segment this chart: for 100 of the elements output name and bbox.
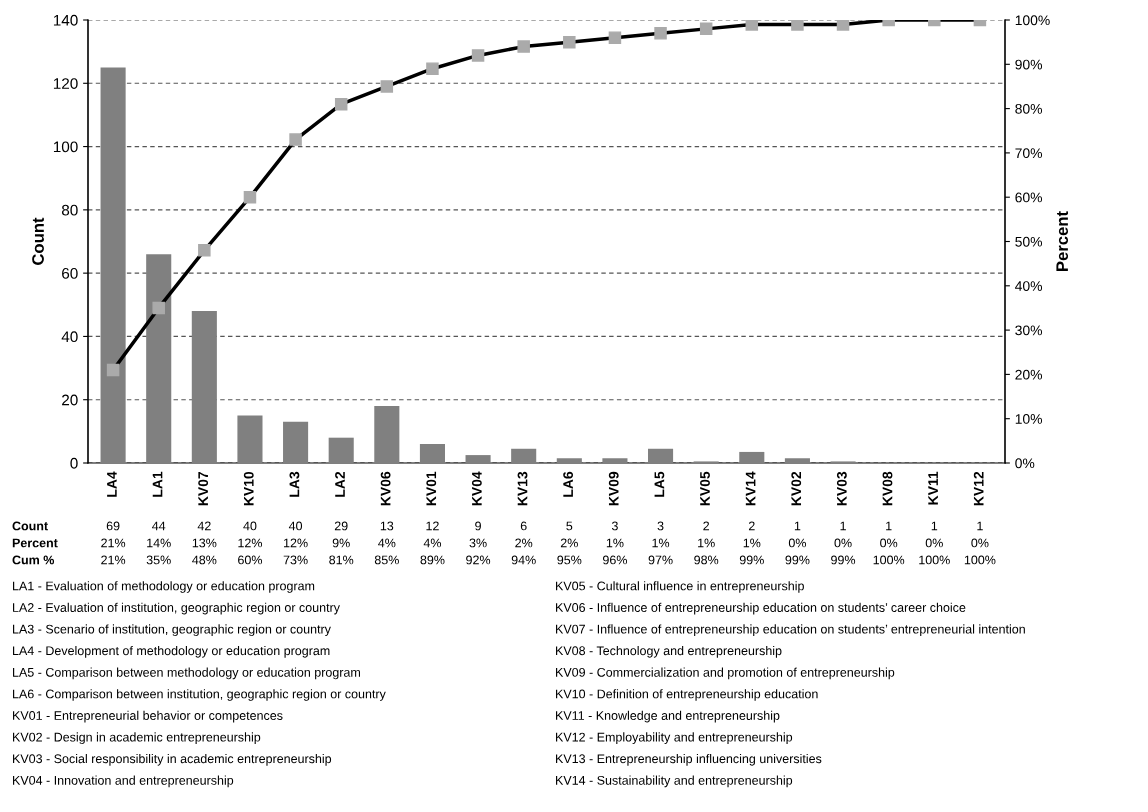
bar (648, 448, 674, 463)
text: 0% (880, 538, 898, 548)
bar (419, 444, 445, 463)
bar (374, 406, 400, 463)
text: 13% (192, 538, 217, 548)
text: KV12 - Employability and entrepreneurship (556, 732, 793, 745)
data-label: 99% (785, 555, 810, 565)
text: 29 (334, 521, 348, 531)
x-tick-label: KV12 (973, 471, 984, 506)
data-label: 92% (466, 555, 491, 565)
x-tick-label: LA4 (107, 471, 117, 497)
text: KV11 - Knowledge and entrepreneurship (556, 710, 780, 723)
data-label: 96% (603, 555, 627, 565)
text: 40 (288, 521, 303, 531)
bar (283, 421, 309, 463)
bar (146, 254, 172, 463)
text: 1% (698, 538, 715, 548)
text: 1 (977, 521, 983, 531)
y-tick-label: 40 (61, 331, 78, 343)
bar (191, 311, 217, 463)
text: KV04 - Innovation and entrepreneurship (13, 775, 234, 788)
text: 0% (925, 538, 943, 548)
y2-tick-label: 90% (1015, 59, 1043, 70)
text: 1 (840, 521, 846, 531)
text: KV05 - Cultural influence in entrepreneurship (556, 581, 804, 593)
text: 2 (748, 521, 755, 531)
text: 21% (101, 538, 126, 548)
x-tick-label: KV10 (243, 471, 254, 506)
y-tick-label: 20 (62, 394, 78, 406)
text: 2% (560, 538, 578, 548)
text: KV09 - Commercialization and promotion of entrepreneurship (556, 667, 895, 680)
data-label: 85% (374, 555, 399, 565)
text: 1% (652, 538, 670, 548)
bar (237, 415, 263, 463)
y-tick-label: 100 (53, 141, 78, 153)
text: KV08 - Technology and entrepreneurship (556, 645, 782, 658)
text: KV07 - Influence of entrepreneurship education on students’ entrepreneurial intention (556, 624, 1025, 637)
data-label: 89% (420, 555, 445, 565)
y2-tick-label: 60% (1015, 192, 1043, 203)
x-tick-label: LA3 (289, 471, 300, 497)
data-label: 73% (283, 555, 308, 565)
text: LA2 - Evaluation of institution, geographic region or country (13, 602, 340, 615)
bar (511, 448, 537, 463)
data-label: 48% (192, 555, 217, 565)
text: 44 (152, 521, 166, 531)
y2-tick-label: 80% (1015, 103, 1043, 114)
y2-tick-label: 20% (1015, 369, 1043, 380)
data-label: 99% (831, 555, 856, 565)
x-tick-label: KV08 (882, 471, 893, 506)
text: Cum % (12, 555, 55, 565)
text: 1 (931, 521, 938, 531)
text: 13 (380, 521, 394, 531)
bar (328, 437, 354, 463)
data-label: 95% (557, 555, 582, 565)
text: 0% (834, 538, 852, 548)
x-tick-label: KV06 (380, 471, 391, 506)
data-label: 100% (873, 555, 905, 565)
data-label: 100% (919, 555, 950, 565)
text: 4% (423, 538, 442, 548)
text: 1% (606, 538, 624, 548)
text: KV03 - Social responsibility in academic entrepreneurship (13, 753, 332, 766)
text: 1 (886, 521, 892, 531)
bar (465, 455, 491, 463)
text: 3 (611, 521, 618, 531)
x-tick-label: KV09 (608, 471, 619, 506)
text: Count (12, 521, 48, 531)
data-label: 97% (648, 555, 673, 565)
bar (602, 458, 628, 463)
data-label: 35% (146, 555, 171, 565)
bar (100, 67, 126, 463)
text: 12% (284, 538, 308, 548)
x-tick-label: LA6 (563, 471, 574, 497)
text: KV06 - Influence of entrepreneurship education on students’ career choice (556, 602, 966, 615)
text: KV13 - Entrepreneurship influencing universities (556, 753, 822, 766)
text: 0% (971, 538, 989, 548)
text: 5 (566, 521, 573, 531)
data-label: 98% (694, 555, 719, 565)
x-tick-label: KV11 (928, 471, 938, 505)
text: 6 (520, 521, 527, 531)
y-tick-label: 120 (53, 78, 78, 89)
y2-tick-label: 10% (1015, 414, 1043, 424)
data-label: 94% (511, 555, 536, 565)
x-tick-label: KV01 (426, 471, 437, 506)
text: 0% (788, 538, 807, 548)
y-tick-label: 140 (53, 14, 78, 26)
text: 40 (243, 521, 257, 531)
y-tick-label: 60 (62, 268, 78, 279)
y2-tick-label: 40% (1015, 281, 1043, 291)
x-tick-label: KV04 (471, 471, 482, 506)
text: LA4 - Development of methodology or education program (13, 645, 330, 658)
bar (784, 458, 810, 463)
x-tick-label: LA1 (152, 471, 163, 497)
x-tick-label: KV05 (700, 471, 710, 506)
text: LA6 - Comparison between institution, geographic region or country (13, 689, 386, 701)
bar (556, 458, 582, 463)
x-tick-label: LA2 (335, 471, 345, 497)
data-label: 100% (964, 555, 996, 565)
x-tick-label: KV13 (517, 471, 528, 506)
y2-tick-label: 50% (1015, 236, 1043, 247)
data-label: 81% (329, 555, 354, 565)
